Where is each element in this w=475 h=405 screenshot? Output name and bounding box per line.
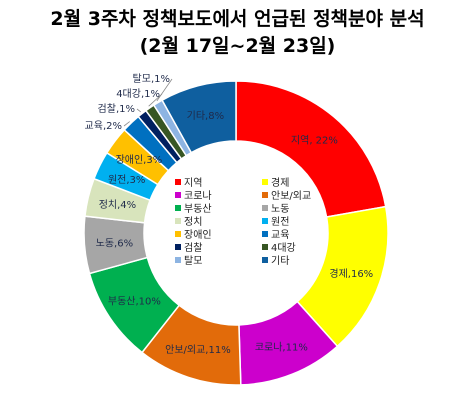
chart-title: 2월 3주차 정책보도에서 언급된 정책분야 분석 (2월 17일~2월 23일… — [0, 6, 475, 60]
chart-title-main: 2월 3주차 정책보도에서 언급된 정책분야 분석 — [50, 8, 425, 30]
chart-title-sub: (2월 17일~2월 23일) — [139, 35, 336, 57]
legend-swatch-5 — [262, 205, 268, 211]
legend-entry-7: 원전 — [271, 216, 289, 228]
legend-entry-3: 안보/외교 — [271, 190, 311, 202]
slice-2-label: 코로나,11% — [255, 341, 308, 353]
legend-entry-10: 검찰 — [184, 242, 202, 254]
legend-entry-6: 정치 — [184, 216, 202, 228]
leader-lines — [123, 78, 173, 127]
legend-swatch-7 — [262, 218, 268, 224]
legend-entry-2: 코로나 — [184, 190, 212, 202]
legend-swatch-9 — [262, 231, 268, 237]
legend-swatch-13 — [262, 257, 268, 263]
legend-swatch-3 — [262, 192, 268, 198]
legend-swatch-8 — [175, 231, 181, 237]
legend-swatch-6 — [175, 218, 181, 224]
legend-entry-8: 장애인 — [184, 229, 212, 241]
legend-entry-5: 노동 — [271, 203, 289, 215]
slice-12-label: 탈모,1% — [133, 72, 170, 85]
legend-entry-9: 교육 — [271, 229, 289, 241]
slice-0-label: 지역, 22% — [291, 135, 338, 147]
legend-entry-1: 경제 — [271, 176, 289, 189]
slice-9-label: 교육,2% — [85, 120, 122, 132]
slice-10-leader — [136, 108, 142, 113]
slice-3-label: 안보/외교,11% — [165, 344, 231, 356]
slice-9-leader — [123, 121, 130, 127]
legend-swatch-1 — [262, 179, 268, 185]
slice-8-label: 장애인,3% — [116, 154, 163, 166]
slice-13-label: 기타,8% — [187, 110, 224, 122]
slice-10-label: 검찰,1% — [98, 103, 135, 115]
legend-entry-0: 지역 — [184, 177, 202, 189]
slice-1-label: 경제,16% — [329, 267, 373, 280]
slice-5-label: 노동,6% — [96, 238, 133, 250]
slice-6-label: 정치,4% — [99, 199, 136, 211]
legend-entry-11: 4대강 — [271, 242, 296, 254]
donut-slices — [83, 80, 389, 386]
legend-swatch-4 — [175, 205, 181, 211]
slice-11-label: 4대강,1% — [116, 88, 160, 100]
legend-swatch-0 — [175, 179, 181, 185]
legend-swatch-12 — [175, 257, 181, 263]
slice-12-leader — [156, 78, 173, 102]
legend-entry-4: 부동산 — [184, 203, 212, 215]
slice-4-label: 부동산,10% — [108, 296, 161, 308]
legend-entry-12: 탈모 — [184, 254, 202, 267]
slice-13-arc — [161, 80, 237, 154]
slice-labels: 지역, 22% 경제,16% 코로나,11% 안보/외교,11% 부동산,10% 노동,6… — [85, 72, 374, 356]
legend-swatch-11 — [262, 244, 268, 250]
slice-7-label: 원전,3% — [108, 174, 145, 186]
legend-swatch-10 — [175, 244, 181, 250]
legend-swatch-2 — [175, 192, 181, 198]
legend-entry-13: 기타 — [271, 255, 289, 267]
